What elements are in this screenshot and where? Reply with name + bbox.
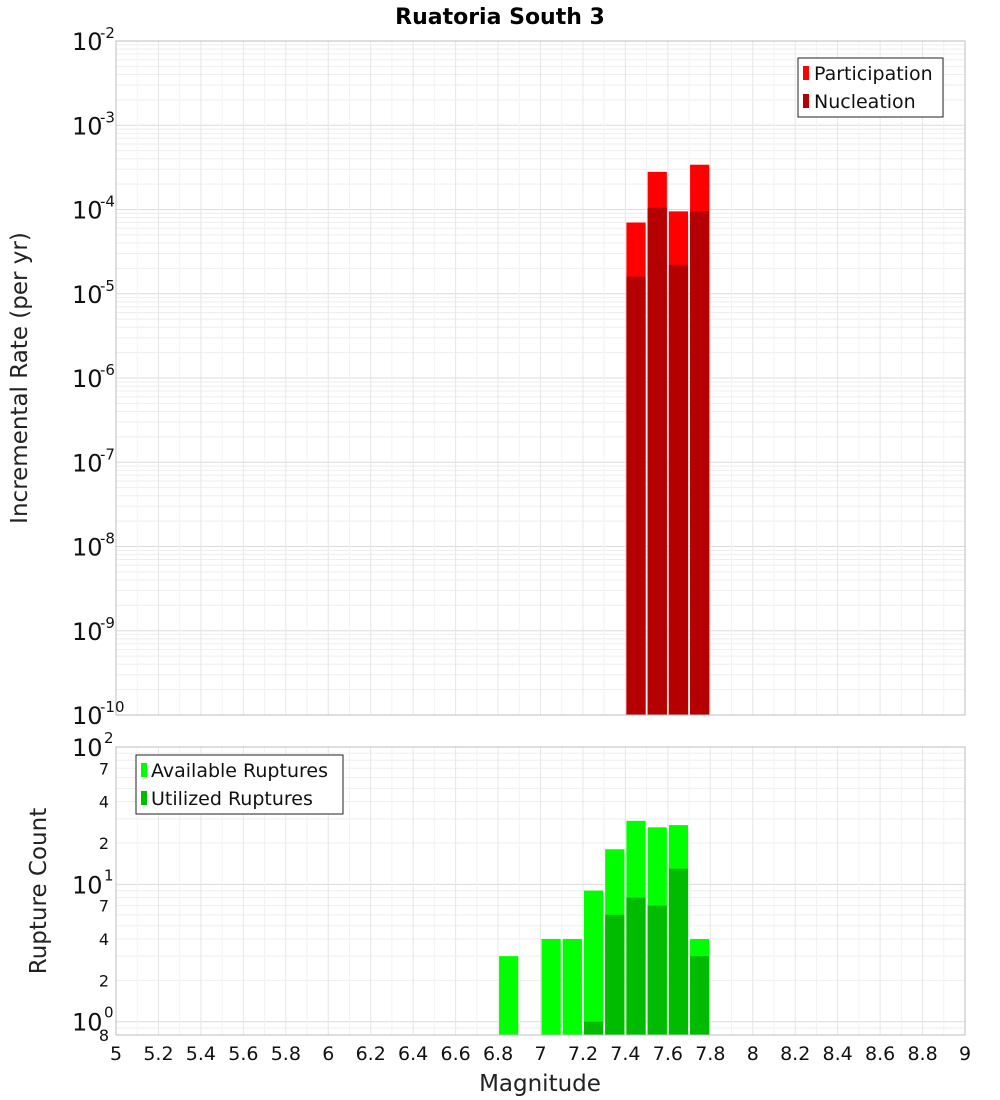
x-tick-label: 7.4 xyxy=(610,1043,640,1065)
top-y-tick-exponent: -4 xyxy=(100,193,115,211)
x-tick-label: 6.6 xyxy=(440,1043,470,1065)
x-tick-label: 6.8 xyxy=(483,1043,513,1065)
top-y-tick-exponent: -10 xyxy=(100,698,125,716)
top-y-tick-label: 10 xyxy=(72,365,103,393)
x-tick-label: 8.8 xyxy=(907,1043,937,1065)
legend-label-available: Available Ruptures xyxy=(151,760,328,782)
x-tick-label: 8 xyxy=(747,1043,759,1065)
bottom-bars xyxy=(499,820,710,1035)
utilized-ruptures-bar xyxy=(668,868,689,1035)
top-y-tick-exponent: -8 xyxy=(100,530,115,548)
top-y-tick-exponent: -9 xyxy=(100,614,115,632)
chart-title: Ruatoria South 3 xyxy=(395,5,605,30)
utilized-ruptures-bar xyxy=(626,897,646,1035)
x-tick-label: 6 xyxy=(322,1043,334,1065)
bottom-y-axis-label: Rupture Count xyxy=(26,808,52,974)
bottom-y-minor-tick-label: 2 xyxy=(99,834,109,853)
x-tick-label: 7.6 xyxy=(653,1043,683,1065)
top-legend-box xyxy=(797,57,944,118)
legend-swatch-utilized xyxy=(141,791,147,805)
top-y-tick-label: 10 xyxy=(72,702,103,730)
legend-label-participation: Participation xyxy=(814,63,933,85)
top-y-tick-exponent: -3 xyxy=(100,108,115,126)
x-axis-label: Magnitude xyxy=(479,1071,601,1097)
bottom-y-minor-tick-label: 8 xyxy=(99,1026,109,1045)
top-y-tick-exponent: -6 xyxy=(100,361,115,379)
top-legend: Participation Nucleation xyxy=(797,57,944,118)
x-tick-label: 8.4 xyxy=(823,1043,853,1065)
x-tick-label: 6.4 xyxy=(398,1043,428,1065)
available-ruptures-bar xyxy=(562,939,582,1035)
legend-swatch-participation xyxy=(803,66,809,80)
bottom-legend-box xyxy=(135,754,344,815)
top-y-tick-label: 10 xyxy=(72,112,103,140)
bottom-y-minor-tick-label: 7 xyxy=(99,897,109,916)
top-y-tick-label: 10 xyxy=(72,449,103,477)
top-y-tick-label: 10 xyxy=(72,534,103,562)
top-plot-frame xyxy=(115,40,966,716)
nucleation-bar xyxy=(647,207,667,716)
available-ruptures-bar xyxy=(541,939,561,1035)
legend-swatch-nucleation xyxy=(803,94,809,108)
bottom-y-minor-tick-label: 4 xyxy=(99,930,109,949)
x-tick-labels: 5 5.2 5.4 5.6 5.8 6 6.2 6.4 6.6 6.8 7 7.2 7.4 7.6 7.8 8… xyxy=(110,1043,971,1065)
top-gridlines xyxy=(115,41,966,716)
legend-label-utilized: Utilized Ruptures xyxy=(151,788,313,810)
x-tick-label: 8.6 xyxy=(865,1043,895,1065)
utilized-ruptures-bar xyxy=(690,956,710,1035)
x-tick-label: 6.2 xyxy=(356,1043,386,1065)
x-tick-label: 7.8 xyxy=(695,1043,725,1065)
top-y-tick-exponent: -7 xyxy=(100,445,115,463)
bottom-y-tick-exponent: 1 xyxy=(104,866,114,884)
legend-swatch-available xyxy=(141,763,147,777)
available-ruptures-bar xyxy=(583,890,604,1035)
x-tick-label: 5.2 xyxy=(143,1043,173,1065)
nucleation-bar xyxy=(690,211,710,716)
x-tick-label: 5.6 xyxy=(228,1043,258,1065)
bottom-y-tick-label: 10 xyxy=(72,1009,103,1037)
legend-label-nucleation: Nucleation xyxy=(814,91,916,113)
x-tick-label: 5.8 xyxy=(271,1043,301,1065)
top-y-tick-exponent: -2 xyxy=(100,24,115,42)
x-tick-label: 9 xyxy=(959,1043,971,1065)
top-y-tick-label: 10 xyxy=(72,281,103,309)
bottom-legend: Available Ruptures Utilized Ruptures xyxy=(135,754,344,815)
top-y-tick-label: 10 xyxy=(72,28,103,56)
top-y-tick-label: 10 xyxy=(72,197,103,225)
bottom-y-minor-tick-label: 2 xyxy=(99,971,109,990)
utilized-ruptures-bar xyxy=(605,914,625,1035)
top-y-tick-label: 10 xyxy=(72,618,103,646)
bottom-plot-frame xyxy=(115,746,966,1036)
bottom-y-tick-label: 10 xyxy=(72,734,103,762)
x-tick-label: 5 xyxy=(110,1043,122,1065)
nucleation-bar xyxy=(626,276,646,715)
utilized-ruptures-bar xyxy=(583,1021,604,1035)
x-tick-label: 8.2 xyxy=(780,1043,810,1065)
top-bars xyxy=(626,164,710,716)
bottom-y-tick-exponent: 2 xyxy=(104,729,114,747)
x-tick-label: 5.4 xyxy=(186,1043,216,1065)
bottom-y-minor-tick-label: 4 xyxy=(99,793,109,812)
x-tick-label: 7 xyxy=(534,1043,546,1065)
nucleation-bar xyxy=(668,264,689,715)
bottom-y-tick-label: 10 xyxy=(72,871,103,899)
top-y-tick-exponent: -5 xyxy=(100,277,115,295)
x-tick-label: 7.2 xyxy=(568,1043,598,1065)
bottom-y-minor-tick-label: 7 xyxy=(99,759,109,778)
available-ruptures-bar xyxy=(499,956,519,1035)
top-y-axis-label: Incremental Rate (per yr) xyxy=(7,232,33,524)
bottom-y-tick-exponent: 0 xyxy=(104,1004,114,1022)
utilized-ruptures-bar xyxy=(647,905,667,1035)
